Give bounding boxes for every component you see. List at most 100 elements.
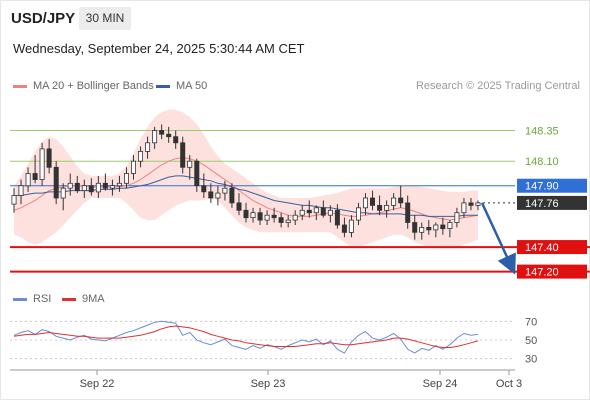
candle-body xyxy=(222,187,228,194)
x-tick-label: Sep 22 xyxy=(80,378,115,390)
candle xyxy=(398,185,404,208)
candle-body xyxy=(116,182,122,187)
candle xyxy=(433,222,439,238)
candle xyxy=(53,161,59,205)
candle xyxy=(384,200,390,218)
datetime-label: Wednesday, September 24, 2025 5:30:44 AM… xyxy=(13,41,305,56)
candle-body xyxy=(299,209,305,216)
candle xyxy=(454,207,460,228)
candle xyxy=(124,167,130,189)
candle xyxy=(355,202,361,225)
candle-body xyxy=(461,202,467,214)
rsi-tick-50: 50 xyxy=(525,335,537,347)
candle xyxy=(166,126,172,143)
candle xyxy=(243,202,249,223)
candle-body xyxy=(475,202,481,206)
level-label-147.40: 147.40 xyxy=(525,242,559,254)
legend-ma20: MA 20 + Bollinger Bands xyxy=(13,80,154,92)
candle xyxy=(60,183,66,211)
candle-body xyxy=(109,185,115,189)
candle xyxy=(95,175,101,198)
candle xyxy=(440,217,446,235)
candle-body xyxy=(440,224,446,230)
candle xyxy=(152,126,158,149)
candle-body xyxy=(236,202,242,211)
candle-body xyxy=(81,185,87,191)
candle-body xyxy=(362,197,368,209)
candle xyxy=(208,183,214,203)
candle-body xyxy=(468,202,474,206)
candle xyxy=(159,124,165,140)
legend-ma50: MA 50 xyxy=(156,80,207,92)
candle-body xyxy=(377,204,383,211)
timeframe-button[interactable]: 30 MIN xyxy=(79,7,131,30)
candle xyxy=(306,200,312,218)
candle-body xyxy=(208,191,214,199)
candle xyxy=(137,146,143,168)
candle xyxy=(74,175,80,194)
candle xyxy=(25,167,31,192)
level-label-147.20: 147.20 xyxy=(525,267,559,279)
candle-body xyxy=(320,207,326,216)
candle xyxy=(67,173,73,196)
level-tag-147.20 xyxy=(517,264,587,279)
candle-body xyxy=(60,187,66,199)
candle-body xyxy=(433,224,439,231)
candle-body xyxy=(11,195,17,205)
symbol-title: USD/JPY xyxy=(11,10,76,27)
candle xyxy=(39,142,45,186)
level-tag-147.40 xyxy=(517,240,587,255)
ma50-swatch xyxy=(156,84,170,88)
candle xyxy=(419,222,425,240)
candle xyxy=(229,183,235,208)
candle-body xyxy=(53,166,59,199)
candle-body xyxy=(137,150,143,162)
candle xyxy=(173,130,179,149)
ma50-label: MA 50 xyxy=(176,80,208,92)
candle xyxy=(475,200,481,211)
candle xyxy=(236,193,242,216)
candle xyxy=(32,155,38,184)
candle-body xyxy=(313,207,319,214)
candle xyxy=(426,220,432,235)
candle-body xyxy=(124,173,130,184)
candle xyxy=(271,207,277,223)
candle-body xyxy=(180,142,186,168)
x-tick-label: Sep 23 xyxy=(251,378,286,390)
candle-body xyxy=(18,185,24,196)
candle-body xyxy=(67,182,73,189)
rsi-ma-swatch xyxy=(62,297,76,301)
candle-body xyxy=(369,197,375,206)
candle-body xyxy=(130,160,136,174)
legend-rsi: RSI xyxy=(13,293,51,305)
candle xyxy=(215,185,221,206)
candle-body xyxy=(95,182,101,193)
candle-body xyxy=(278,217,284,223)
forecast-arrow xyxy=(480,202,516,275)
candle xyxy=(102,173,108,191)
candle xyxy=(264,210,270,225)
candle-body xyxy=(398,197,404,204)
candle xyxy=(180,136,186,174)
candle-body xyxy=(327,209,333,216)
candle-body xyxy=(102,182,108,189)
candle-body xyxy=(391,197,397,206)
candle xyxy=(313,205,319,221)
credit-label: Research © 2025 Trading Central xyxy=(415,80,580,92)
candle xyxy=(405,195,411,229)
candle-body xyxy=(426,226,432,231)
candle xyxy=(11,188,17,213)
rsi-ma-line xyxy=(13,325,479,348)
candle-body xyxy=(152,130,158,144)
candle xyxy=(327,205,333,223)
candle xyxy=(130,155,136,180)
level-tag-147.76 xyxy=(517,195,587,210)
candle xyxy=(81,179,87,198)
candle xyxy=(201,173,207,198)
candle-body xyxy=(271,214,277,219)
candle-body xyxy=(32,173,38,180)
candle xyxy=(187,155,193,180)
candle xyxy=(257,207,263,225)
candle-body xyxy=(348,219,354,233)
